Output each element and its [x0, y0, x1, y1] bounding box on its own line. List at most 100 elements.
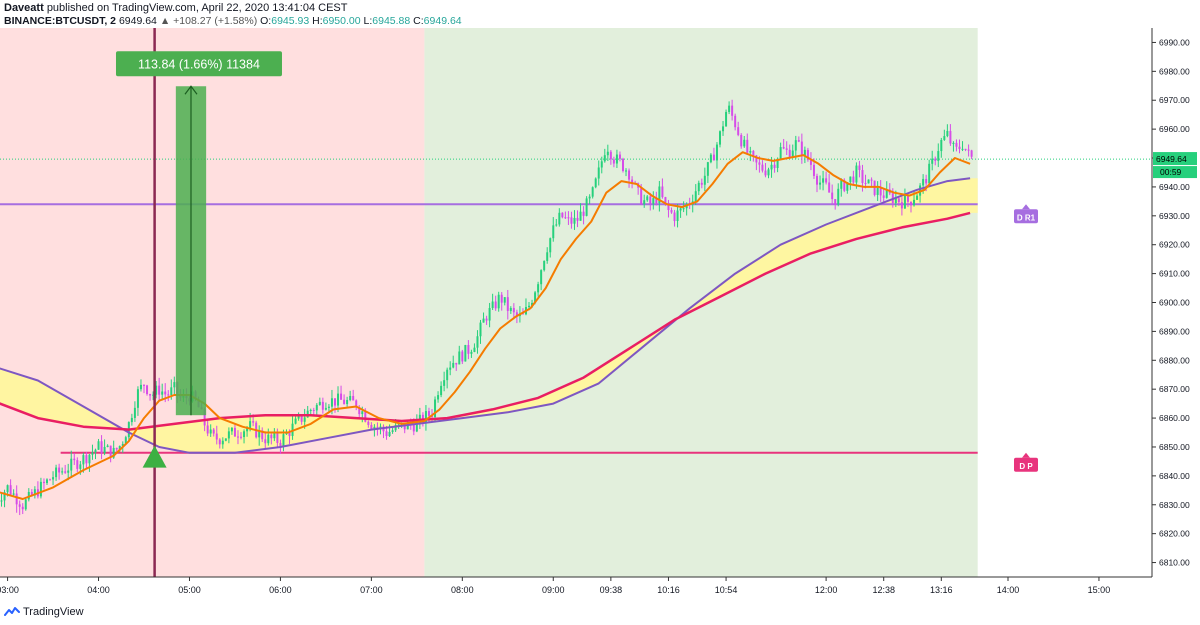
- author-name[interactable]: Daveatt: [4, 2, 44, 14]
- publish-line: Daveatt published on TradingView.com, Ap…: [4, 2, 347, 14]
- candle-body: [618, 154, 621, 159]
- candle-body: [676, 210, 679, 222]
- candle-body: [221, 440, 224, 445]
- candle-body: [579, 211, 582, 221]
- candle-body: [303, 417, 306, 422]
- candle-body: [512, 307, 515, 313]
- candle-body: [45, 479, 48, 484]
- candle-body: [840, 180, 843, 189]
- candle-body: [913, 199, 916, 206]
- candle-body: [743, 139, 746, 147]
- candle-body: [679, 208, 682, 211]
- x-tick-label: 14:00: [997, 585, 1020, 595]
- candle-body: [215, 433, 218, 440]
- y-tick-label: 6890.00: [1159, 326, 1190, 336]
- x-tick-label: 04:00: [87, 585, 110, 595]
- candle-body: [352, 395, 355, 401]
- candle-body: [776, 158, 779, 169]
- price-chart[interactable]: 113.84 (1.66%) 11384 D R1 D P 6990.00 6980.0…: [0, 28, 1200, 603]
- candle-body: [528, 305, 531, 308]
- candle-body: [327, 406, 330, 408]
- candle-body: [849, 176, 852, 183]
- candle-body: [121, 443, 124, 446]
- change-text: ▲ +108.27 (+1.58%): [160, 15, 257, 27]
- candle-body: [509, 307, 512, 311]
- candle-body: [243, 431, 246, 438]
- tradingview-logo[interactable]: TradingView: [4, 606, 84, 618]
- pivot-r1-pointer: [1022, 204, 1030, 210]
- high-label: H:: [312, 15, 323, 27]
- candle-body: [806, 149, 809, 160]
- candle-body: [646, 196, 649, 201]
- candle-body: [867, 179, 870, 184]
- x-tick-label: 05:00: [178, 585, 201, 595]
- pivot-p-pointer: [1022, 452, 1030, 458]
- candle-body: [582, 211, 585, 216]
- candle-body: [427, 411, 430, 416]
- candle-body: [700, 182, 703, 185]
- candle-body: [940, 139, 943, 152]
- candle-body: [18, 504, 21, 507]
- y-tick-label: 6870.00: [1159, 384, 1190, 394]
- candle-body: [279, 442, 282, 447]
- candle-body: [79, 464, 82, 469]
- candle-body: [894, 198, 897, 204]
- candle-body: [21, 506, 24, 510]
- x-tick-label: 15:00: [1088, 585, 1111, 595]
- candle-body: [543, 260, 546, 271]
- candle-body: [270, 434, 273, 439]
- candle-body: [900, 202, 903, 209]
- candle-body: [552, 225, 555, 239]
- y-tick-label: 6960.00: [1159, 124, 1190, 134]
- candle-body: [494, 301, 497, 309]
- candle-body: [470, 351, 473, 354]
- candle-body: [152, 394, 155, 396]
- candle-body: [233, 427, 236, 437]
- candle-body: [822, 178, 825, 183]
- candle-body: [882, 195, 885, 198]
- candle-body: [843, 180, 846, 191]
- candle-body: [218, 439, 221, 445]
- candle-body: [837, 188, 840, 205]
- pivot-p-bg: [1014, 457, 1038, 472]
- candle-body: [485, 318, 488, 321]
- last-price-tag: 6949.64: [1156, 154, 1187, 164]
- candle-body: [64, 471, 67, 473]
- pivot-r1-tag: [1014, 204, 1038, 224]
- candle-body: [740, 134, 743, 147]
- candle-body: [667, 202, 670, 211]
- candle-body: [103, 446, 106, 454]
- candle-body: [521, 313, 524, 315]
- candle-body: [415, 420, 418, 432]
- candle-body: [591, 187, 594, 197]
- candle-body: [652, 198, 655, 204]
- published-text: published on TradingView.com, April 22, …: [46, 2, 348, 14]
- candle-body: [749, 150, 752, 153]
- candle-body: [367, 421, 370, 425]
- candle-body: [273, 433, 276, 439]
- candle-body: [88, 454, 91, 464]
- candle-body: [788, 149, 791, 158]
- trend-cloud: [0, 178, 978, 453]
- candle-body: [958, 146, 961, 149]
- candle-body: [431, 415, 433, 418]
- candle-body: [9, 485, 12, 495]
- candle-body: [758, 162, 761, 165]
- candle-body: [443, 380, 446, 386]
- candle-body: [264, 439, 267, 444]
- candle-body: [379, 426, 382, 428]
- candle-body: [658, 186, 661, 204]
- candle-body: [831, 192, 834, 200]
- candle-body: [424, 411, 427, 424]
- candle-body: [446, 369, 449, 381]
- candle-body: [922, 178, 925, 186]
- symbol-label[interactable]: BINANCE:BTCUSDT, 2: [4, 15, 117, 27]
- candle-body: [852, 176, 855, 183]
- x-tick-label: 06:00: [269, 585, 292, 595]
- change-value: +108.27 (+1.58%): [173, 15, 258, 27]
- y-tick-label: 6900.00: [1159, 298, 1190, 308]
- high-value: 6950.00: [322, 15, 361, 27]
- low-label: L:: [363, 15, 373, 27]
- candle-body: [164, 391, 167, 395]
- countdown-tag: 00:59: [1160, 167, 1182, 177]
